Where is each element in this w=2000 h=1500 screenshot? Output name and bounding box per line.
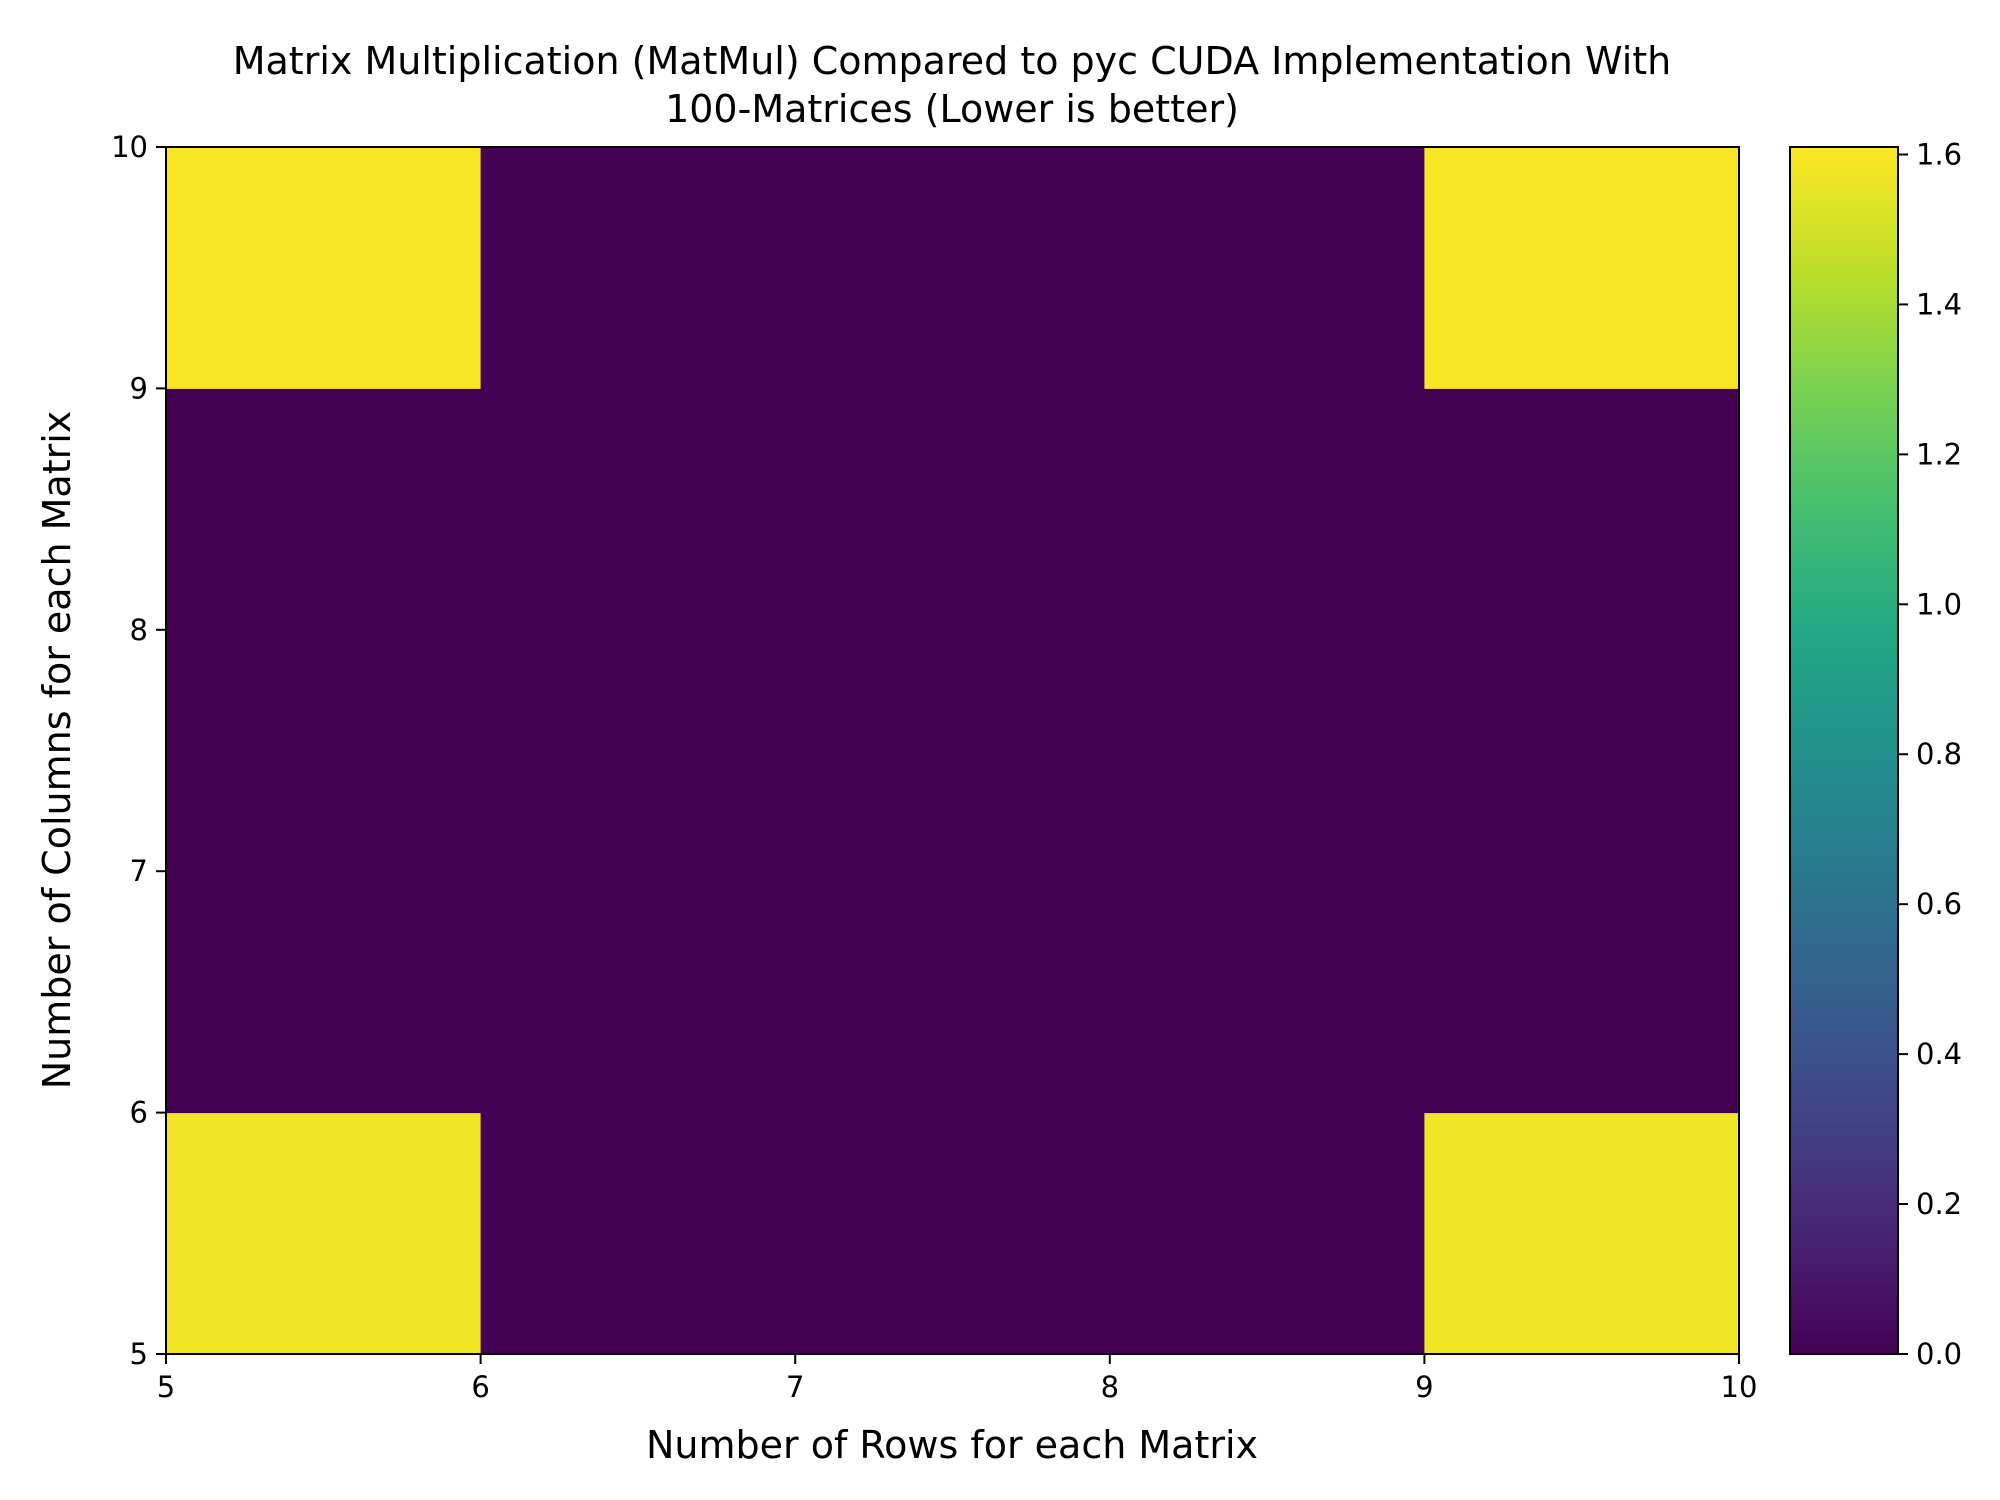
heatmap-cells — [166, 147, 1740, 1355]
heatmap-cell — [1109, 388, 1425, 631]
y-axis-label: Number of Columns for each Matrix — [35, 411, 79, 1090]
heatmap-cell — [480, 147, 796, 389]
colorbar-tick-label: 1.4 — [1916, 287, 1962, 321]
heatmap-cell — [795, 1112, 1111, 1355]
heatmap-cell — [795, 629, 1111, 872]
heatmap-cell — [795, 871, 1111, 1114]
y-tick-label: 8 — [130, 613, 148, 647]
heatmap-cell — [480, 871, 796, 1114]
x-tick-label: 6 — [471, 1370, 489, 1404]
y-tick-label: 5 — [130, 1337, 148, 1371]
colorbar-tick-label: 1.2 — [1916, 437, 1962, 471]
chart-title-line-1: Matrix Multiplication (MatMul) Compared … — [233, 39, 1672, 83]
heatmap-cell — [480, 1112, 796, 1355]
chart-title-line-2: 100-Matrices (Lower is better) — [665, 87, 1239, 131]
colorbar-tick-label: 1.6 — [1916, 137, 1962, 171]
heatmap-cell — [795, 388, 1111, 631]
heatmap-cell — [1424, 629, 1740, 872]
heatmap-cell — [1424, 147, 1740, 389]
y-axis-ticks: 5 6 7 8 9 10 — [111, 130, 166, 1371]
heatmap-cell — [166, 629, 482, 872]
heatmap-cell — [1424, 388, 1740, 631]
colorbar-tick-label: 0.6 — [1916, 887, 1962, 921]
colorbar-tick-label: 1.0 — [1916, 587, 1962, 621]
x-tick-label: 8 — [1101, 1370, 1119, 1404]
y-tick-label: 6 — [130, 1096, 148, 1130]
heatmap-cell — [166, 1112, 482, 1355]
heatmap-cell — [166, 147, 482, 389]
x-axis-ticks: 5 6 7 8 9 10 — [157, 1354, 1758, 1404]
colorbar-tick-label: 0.2 — [1916, 1187, 1962, 1221]
heatmap-cell — [1109, 871, 1425, 1114]
x-tick-label: 5 — [157, 1370, 175, 1404]
y-tick-label: 9 — [130, 371, 148, 405]
colorbar-tick-label: 0.0 — [1916, 1337, 1962, 1371]
colorbar-ticks: 0.0 0.2 0.4 0.6 0.8 1.0 1.2 1.4 1.6 — [1898, 137, 1962, 1371]
y-tick-label: 10 — [111, 130, 148, 164]
y-tick-label: 7 — [130, 854, 148, 888]
heatmap-cell — [1109, 147, 1425, 389]
x-tick-label: 7 — [786, 1370, 804, 1404]
plot-frame — [165, 146, 1740, 1355]
heatmap-cell — [1424, 871, 1740, 1114]
colorbar-tick-label: 0.8 — [1916, 737, 1962, 771]
heatmap-cell — [480, 629, 796, 872]
heatmap-cell — [166, 871, 482, 1114]
colorbar-tick-label: 0.4 — [1916, 1037, 1962, 1071]
heatmap-cell — [795, 147, 1111, 389]
heatmap-cell — [1109, 629, 1425, 872]
x-axis-label: Number of Rows for each Matrix — [646, 1423, 1258, 1467]
x-tick-label: 9 — [1415, 1370, 1433, 1404]
colorbar — [1789, 146, 1899, 1355]
heatmap-cell — [1109, 1112, 1425, 1355]
heatmap-cell — [480, 388, 796, 631]
heatmap-cell — [1424, 1112, 1740, 1355]
x-tick-label: 10 — [1721, 1370, 1758, 1404]
heatmap-cell — [166, 388, 482, 631]
